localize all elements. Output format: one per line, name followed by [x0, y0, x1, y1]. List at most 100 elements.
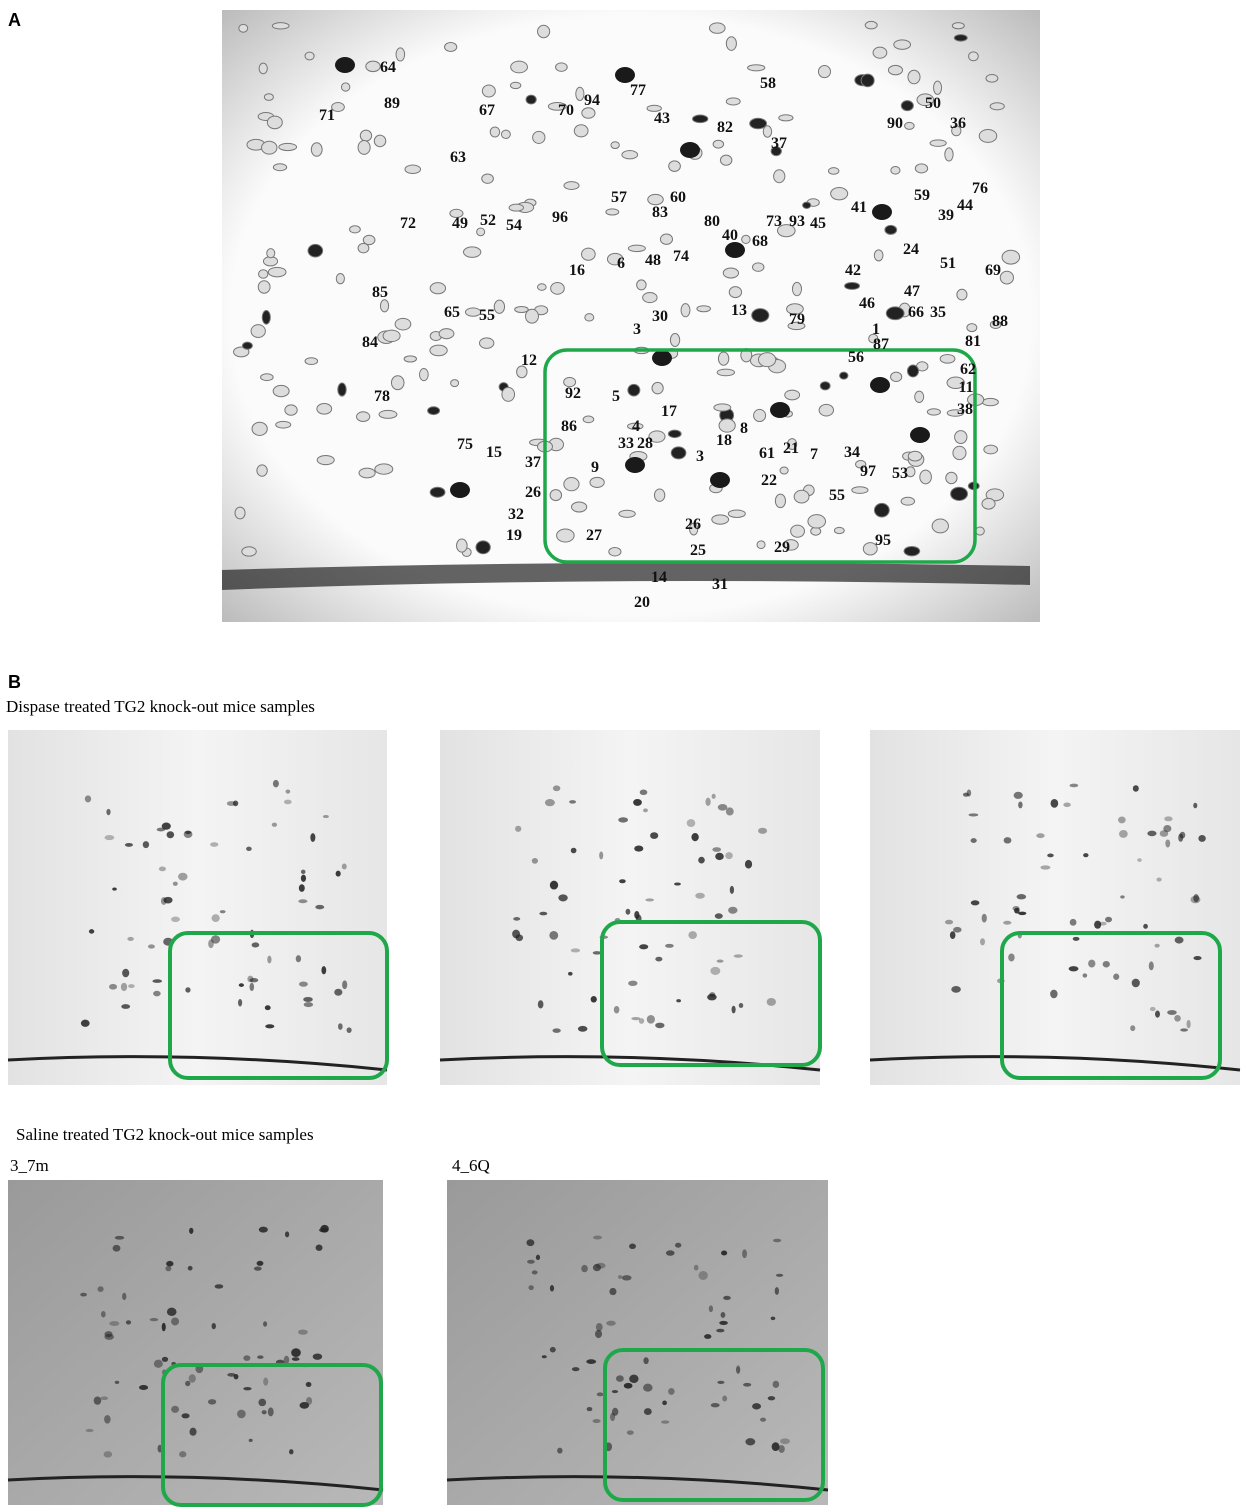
spot [694, 1265, 699, 1271]
spot [80, 1293, 87, 1297]
spot-label: 19 [506, 527, 522, 544]
spot [614, 1006, 620, 1013]
spot [722, 1396, 727, 1402]
spot [357, 412, 370, 422]
spot [1040, 865, 1050, 869]
spot [655, 1023, 664, 1029]
spot [618, 1275, 622, 1279]
spot [676, 999, 681, 1002]
spot [301, 870, 306, 874]
gel-image [447, 1180, 828, 1505]
spot [315, 905, 324, 909]
spot [148, 944, 155, 948]
spot [251, 325, 265, 338]
spot-label: 20 [634, 594, 650, 611]
spot [539, 912, 547, 916]
spot [211, 935, 220, 944]
spot [556, 63, 568, 72]
spot [716, 1329, 724, 1333]
spot [81, 1020, 90, 1027]
spot [1143, 924, 1148, 929]
spot [545, 799, 555, 806]
spot [590, 477, 604, 487]
spot [342, 864, 347, 870]
spot-label: 42 [845, 262, 861, 279]
spot-label: 81 [965, 333, 981, 350]
spot [250, 983, 255, 991]
spot [967, 324, 977, 332]
spot [969, 52, 979, 61]
spot [718, 352, 728, 365]
spot [184, 830, 193, 838]
spot [112, 888, 116, 891]
spot [1051, 799, 1059, 808]
spot-label: 87 [873, 336, 889, 353]
spot [885, 225, 897, 234]
spot [430, 283, 445, 294]
spot [476, 541, 490, 554]
spot [509, 204, 523, 211]
spot [624, 1383, 633, 1389]
spot [358, 243, 369, 252]
spot [668, 1388, 675, 1395]
spot [511, 61, 528, 73]
spot [109, 984, 117, 990]
spot [891, 372, 902, 381]
spot [643, 808, 648, 812]
spot-label: 62 [960, 361, 976, 378]
spot [927, 409, 940, 415]
spot [794, 490, 809, 503]
panel-label: B [8, 672, 21, 692]
spot [655, 957, 662, 962]
spot [748, 65, 765, 71]
spot [1167, 1010, 1177, 1015]
spot [259, 270, 268, 279]
spot [808, 515, 826, 528]
spot [654, 489, 664, 501]
spot [265, 1024, 274, 1028]
spot [243, 1355, 250, 1361]
spot [1174, 1015, 1181, 1022]
spot [723, 268, 738, 278]
spot [532, 1270, 538, 1274]
spot [774, 170, 785, 183]
spot [552, 1028, 560, 1033]
spot [894, 40, 911, 50]
spot [582, 108, 595, 118]
spot-label: 26 [685, 516, 701, 533]
spot [494, 300, 504, 313]
spot [1000, 271, 1013, 284]
spot-label: 78 [374, 388, 390, 405]
spot [1105, 917, 1112, 923]
spot-label: 80 [704, 213, 720, 230]
spot-label: 85 [372, 284, 388, 301]
spot-label: 8 [740, 420, 748, 437]
spot [721, 1250, 727, 1255]
spot [550, 490, 562, 501]
spot-label: 13 [731, 302, 747, 319]
spot [439, 329, 454, 339]
spot-label: 28 [637, 435, 653, 452]
group-title: Dispase treated TG2 knock-out mice sampl… [6, 697, 315, 716]
spot [674, 882, 681, 885]
spot [693, 115, 708, 123]
spot [171, 1406, 179, 1413]
spot [626, 909, 631, 915]
spot [538, 1000, 544, 1008]
spot [273, 385, 289, 396]
spot [585, 314, 594, 321]
dark-spot [615, 67, 635, 83]
spot [717, 959, 724, 962]
spot [272, 23, 289, 29]
spot [908, 70, 920, 84]
spot [185, 987, 190, 992]
spot [704, 1334, 711, 1339]
spot [907, 365, 918, 377]
spot [633, 799, 642, 806]
spot [754, 409, 766, 421]
spot [404, 356, 416, 362]
spot [510, 82, 520, 88]
spot [513, 917, 520, 921]
spot [537, 284, 546, 291]
spot [1180, 832, 1186, 839]
